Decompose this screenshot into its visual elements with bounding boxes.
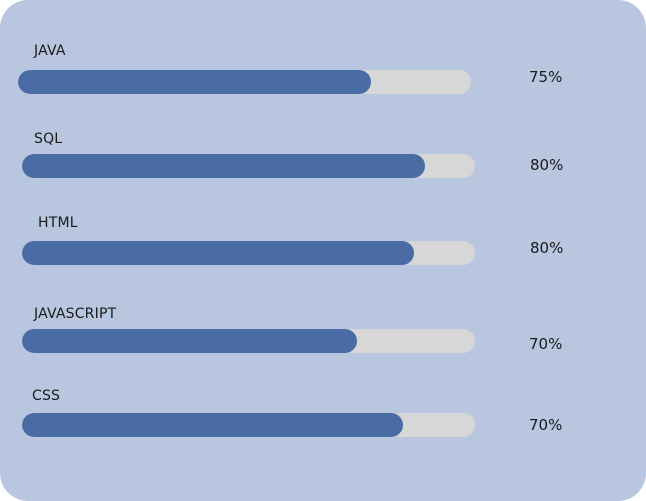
skill-track-javascript — [22, 329, 475, 353]
skill-percent-sql: 80% — [530, 156, 564, 174]
skill-label-javascript: JAVASCRIPT — [34, 306, 117, 322]
skill-label-sql: SQL — [34, 131, 63, 147]
skill-percent-css: 70% — [529, 416, 563, 434]
skill-fill-javascript — [22, 329, 358, 353]
skill-fill-java — [18, 70, 372, 94]
skill-track-html — [22, 241, 475, 265]
skill-label-css: CSS — [32, 388, 61, 404]
skill-percent-html: 80% — [530, 239, 564, 257]
skill-fill-html — [22, 241, 414, 265]
skill-fill-sql — [22, 154, 426, 178]
skill-track-sql — [22, 154, 475, 178]
skill-percent-java: 75% — [529, 68, 563, 86]
skill-label-html: HTML — [38, 215, 78, 231]
skill-percent-javascript: 70% — [529, 335, 563, 353]
skill-label-java: JAVA — [34, 43, 66, 59]
skill-track-java — [18, 70, 471, 94]
skill-track-css — [22, 413, 475, 437]
skill-fill-css — [22, 413, 403, 437]
